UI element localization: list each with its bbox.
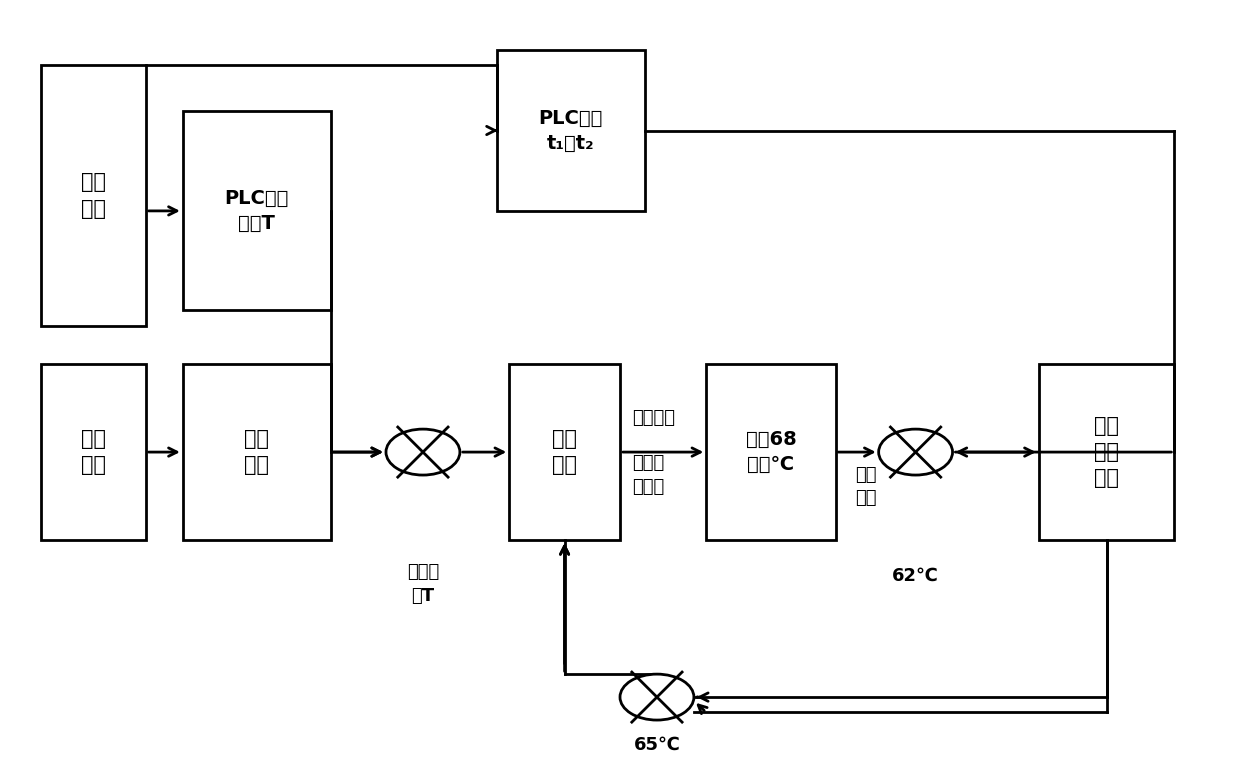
Text: PLC计算
t₁和t₂: PLC计算 t₁和t₂	[538, 108, 603, 152]
Text: 注入
料液: 注入 料液	[81, 429, 105, 475]
Text: 料罐
加热: 料罐 加热	[244, 429, 269, 475]
Bar	[497, 50, 645, 211]
Bar	[182, 364, 331, 540]
Text: 温度持
续上升: 温度持 续上升	[632, 454, 665, 496]
Bar	[510, 364, 620, 540]
Circle shape	[879, 429, 952, 475]
Bar	[41, 66, 146, 326]
Text: 62℃: 62℃	[893, 567, 939, 585]
Text: 温度
回落: 温度 回落	[856, 466, 877, 507]
Bar	[41, 364, 146, 540]
Circle shape	[386, 429, 460, 475]
Circle shape	[620, 674, 694, 720]
Text: 温度68
峰值℃: 温度68 峰值℃	[745, 430, 796, 474]
Text: 脉频
冲加
变热: 脉频 冲加 变热	[1094, 416, 1118, 488]
Text: 停止
加热: 停止 加热	[552, 429, 577, 475]
Bar	[182, 111, 331, 310]
Text: 温度到
达T: 温度到 达T	[407, 563, 439, 604]
Bar	[1039, 364, 1174, 540]
Text: 残留热量: 残留热量	[632, 409, 676, 426]
Text: 料罐
重量: 料罐 重量	[81, 173, 105, 219]
Bar	[707, 364, 836, 540]
Text: 65℃: 65℃	[634, 735, 681, 753]
Text: PLC计算
阈值T: PLC计算 阈值T	[224, 189, 289, 233]
